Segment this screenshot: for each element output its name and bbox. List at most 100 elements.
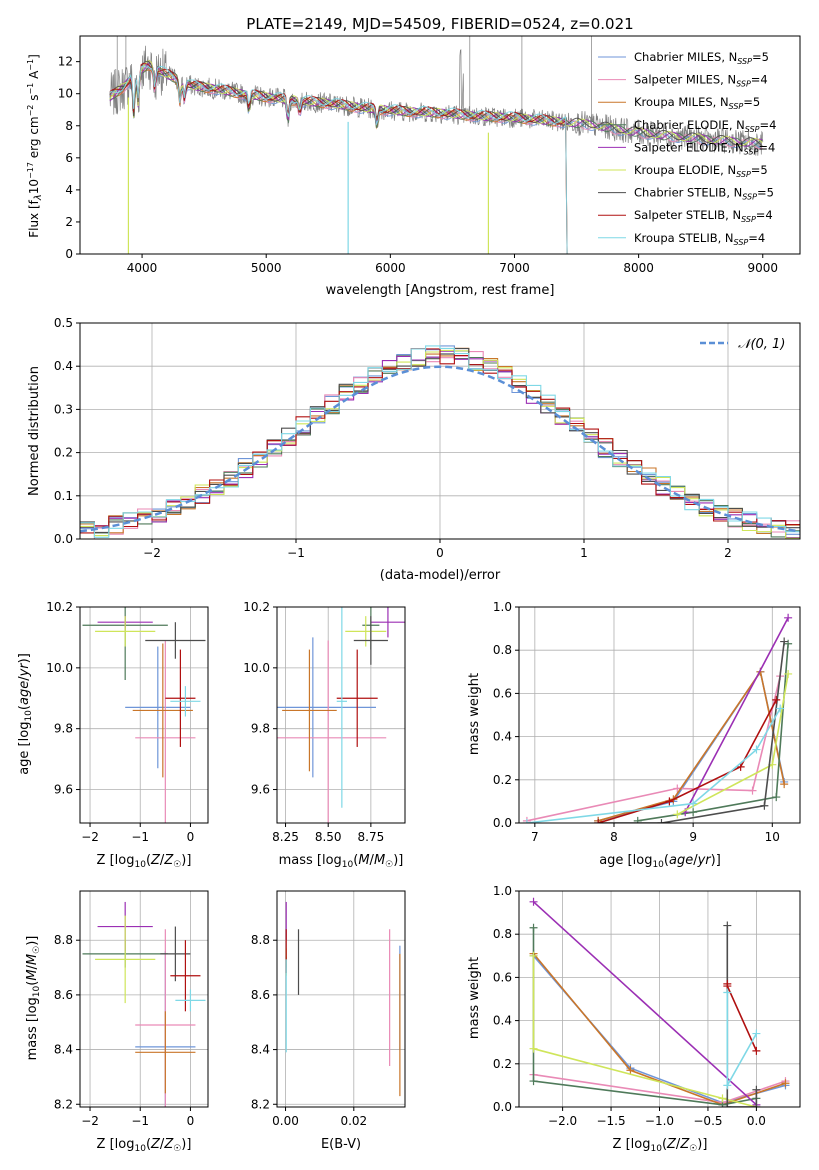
- age-vs-mass-frame: [276, 606, 406, 824]
- spectrum-model-line: [109, 65, 568, 254]
- weight-vs-age-point: [772, 695, 781, 704]
- weight-vs-Z-point: [529, 1044, 538, 1053]
- spectrum-legend-label: Kroupa MILES, NSSP=5: [634, 95, 760, 111]
- weight-vs-age-point: [665, 797, 674, 806]
- residuals-ytick-label: 0.1: [54, 489, 73, 503]
- spectrum-legend-n: =4: [758, 140, 775, 154]
- residuals-data: [80, 345, 800, 539]
- weight-vs-age-series-line: [526, 708, 781, 823]
- residuals-histogram: [80, 348, 800, 534]
- weight-vs-Z-xtick-label: −1.5: [596, 1114, 625, 1128]
- spectrum-title: PLATE=2149, MJD=54509, FIBERID=0524, z=0…: [246, 15, 633, 33]
- weight-vs-age-ytick-label: 0.6: [493, 686, 512, 700]
- spectrum-legend-subscript: SSP: [737, 57, 752, 66]
- spectrum-ytick-label: 12: [58, 55, 73, 69]
- mass-vs-ebv-frame: [276, 890, 406, 1108]
- spectrum-legend-model: Chabrier ELODIE, N: [634, 118, 745, 132]
- age-vs-Z-xtick-label: −2: [81, 830, 99, 844]
- residuals-xtick-label: 0: [436, 546, 444, 560]
- spectrum-plot-area: 4000 5000 6000 7000 8000 9000 0 2 4 6 8 10 12: [58, 35, 801, 275]
- spectrum-legend-label: Kroupa ELODIE, NSSP=5: [634, 163, 768, 179]
- residuals-ytick-label: 0.2: [54, 446, 73, 460]
- spectrum-legend-subscript: SSP: [742, 193, 757, 202]
- weight-vs-age-point: [776, 704, 785, 713]
- age-vs-mass-xtick-label: 8.75: [358, 830, 385, 844]
- weight-vs-age-point: [689, 799, 698, 808]
- weight-vs-Z-ytick-label: 0.8: [493, 927, 512, 941]
- spectrum-legend-model: Kroupa STELIB, N: [634, 231, 734, 245]
- age-vs-Z-xtick-label: −1: [131, 830, 149, 844]
- age-vs-z-xlabel: Z [log10(Z/Z☉)]: [97, 853, 192, 870]
- spectrum-legend-subscript: SSP: [741, 215, 756, 224]
- spectrum-legend-model: Kroupa MILES, N: [634, 95, 729, 109]
- spectrum-legend-n: =5: [757, 186, 774, 200]
- age-vs-mass-data: [277, 607, 405, 823]
- mass-vs-ebv-ytick-label: 8.2: [251, 1097, 270, 1111]
- spectrum-legend-model: Kroupa ELODIE, N: [634, 163, 736, 177]
- spectrum-legend-model: Salpeter MILES, N: [634, 73, 736, 87]
- weight-vs-age-ytick-label: 0.2: [493, 773, 512, 787]
- spectrum-legend-n: =5: [743, 95, 760, 109]
- spectrum-ytick-label: 4: [65, 183, 73, 197]
- age-vs-mass-ytick-label: 9.8: [251, 722, 270, 736]
- weight-vs-age-data: [522, 613, 793, 823]
- spectrum-legend-label: Salpeter STELIB, NSSP=4: [634, 208, 773, 224]
- residuals-xtick-label: 2: [724, 546, 732, 560]
- weight-vs-age-point: [633, 816, 642, 823]
- mass-vs-ebv-data: [285, 901, 401, 1097]
- weight-vs-Z-xtick-label: 0.0: [747, 1114, 766, 1128]
- spectrum-legend-model: Salpeter ELODIE, N: [634, 140, 744, 154]
- mass-vs-ebv-ytick-label: 8.4: [251, 1043, 270, 1057]
- weight-vs-z-plot-area: −2.0 −1.5 −1.0 −0.5 0.0 0.0 0.2 0.4 0.6 0.8 1.0: [493, 884, 801, 1128]
- spectrum-frame: [79, 35, 801, 255]
- residuals-xtick-label: −2: [143, 546, 161, 560]
- mass-vs-z-plot-area: −2 −1 0 8.2 8.4 8.6 8.8: [54, 890, 209, 1128]
- age-vs-mass-xtick-label: 8.25: [272, 830, 299, 844]
- weight-vs-Z-ytick-label: 0.2: [493, 1057, 512, 1071]
- weight-vs-age-xlabel: age [log10(age/yr)]: [599, 853, 721, 870]
- spectrum-legend-subscript: SSP: [745, 125, 760, 134]
- age-vs-mass-xlabel: mass [log10(M/M☉)]: [279, 853, 404, 870]
- mass-vs-Z-frame: [79, 890, 209, 1108]
- spectrum-model-line: [109, 66, 763, 148]
- residuals-normal-curve: [80, 365, 800, 533]
- weight-vs-Z-series-line: [532, 955, 757, 1107]
- weight-vs-age-point: [748, 786, 757, 795]
- weight-vs-age-point: [780, 780, 789, 789]
- weight-vs-Z-ytick-label: 0.0: [493, 1100, 512, 1114]
- spectrum-legend-model: Chabrier MILES, N: [634, 50, 737, 64]
- spectrum-legend-subscript: SSP: [729, 102, 744, 111]
- weight-vs-age-series-line: [597, 699, 778, 823]
- weight-vs-age-point: [594, 819, 603, 823]
- spectrum-legend-subscript: SSP: [736, 80, 751, 89]
- spectrum-model-line: [109, 60, 763, 147]
- spectrum-legend-label: Kroupa STELIB, NSSP=4: [634, 231, 765, 247]
- mass-vs-Z-ytick-label: 8.2: [54, 1097, 73, 1111]
- mass-vs-ebv-xtick-label: 0.00: [272, 1114, 299, 1128]
- weight-vs-Z-point: [752, 1085, 761, 1094]
- weight-vs-Z-point: [752, 1046, 761, 1055]
- weight-vs-age-xtick-label: 8: [610, 830, 618, 844]
- spectrum-ytick-label: 2: [65, 215, 73, 229]
- weight-vs-age-ytick-label: 1.0: [493, 600, 512, 614]
- mass-vs-Z-xtick-label: −1: [131, 1114, 149, 1128]
- weight-vs-age-series-line: [684, 617, 789, 813]
- age-vs-Z-ytick-label: 10.0: [46, 661, 73, 675]
- weight-vs-age-xtick-label: 7: [531, 830, 539, 844]
- weight-vs-Z-ytick-label: 1.0: [493, 884, 512, 898]
- residuals-ytick-label: 0.3: [54, 402, 73, 416]
- spectrum-xlabel: wavelength [Angstrom, rest frame]: [326, 283, 555, 298]
- mass-vs-z-ylabel: mass [log10(M/M☉)]: [25, 936, 42, 1061]
- weight-vs-age-point: [784, 613, 793, 622]
- mass-vs-Z-xtick-label: 0: [187, 1114, 195, 1128]
- mass-vs-ebv-plot-area: 0.00 0.02 8.2 8.4 8.6 8.8: [251, 890, 406, 1128]
- residuals-xtick-label: −1: [287, 546, 305, 560]
- age-vs-Z-data: [82, 607, 206, 823]
- age-vs-z-panel: −2 −1 0 9.6 9.8 10.0 10.2 Z [log10(Z/Z☉)] age …: [17, 600, 209, 870]
- mass-vs-z-panel: −2 −1 0 8.2 8.4 8.6 8.8 Z [log10(Z/Z☉)] mass […: [25, 890, 209, 1154]
- residuals-ytick-label: 0.0: [54, 532, 73, 546]
- spectrum-ytick-label: 10: [58, 87, 73, 101]
- weight-vs-age-point: [689, 808, 698, 817]
- mass-vs-ebv-ytick-label: 8.8: [251, 933, 270, 947]
- weight-vs-Z-point: [529, 951, 538, 960]
